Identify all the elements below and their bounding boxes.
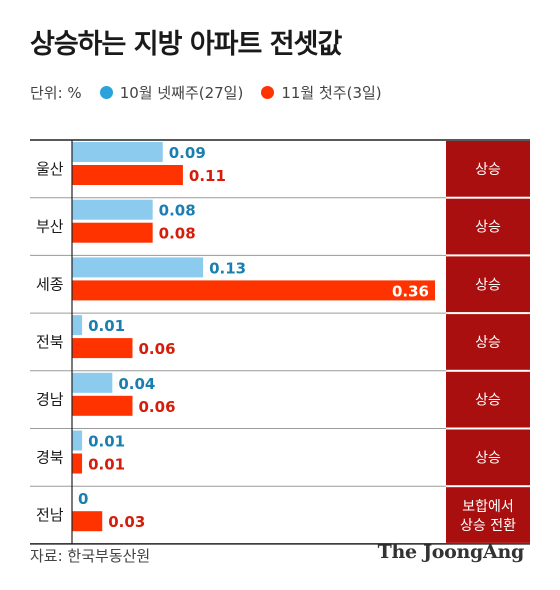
legend: 단위: % 10월 넷째주(27일) 11월 첫주(3일): [30, 82, 400, 103]
chart-title: 상승하는 지방 아파트 전셋값: [30, 29, 342, 60]
value-label-series1: 0.01: [88, 317, 125, 335]
trend-box: [446, 314, 530, 370]
value-label-series1: 0: [78, 490, 88, 508]
legend-label-series2: 11월 첫주(3일): [281, 84, 382, 102]
legend-label-series1: 10월 넷째주(27일): [119, 84, 244, 102]
trend-box: [446, 371, 530, 428]
trend-label: 상승: [475, 335, 501, 351]
bar-series1: [72, 142, 163, 162]
value-label-series2: 0.06: [139, 340, 176, 358]
value-label-series2: 0.06: [139, 398, 176, 416]
unit-label: 단위: %: [30, 84, 82, 102]
category-label: 부산: [36, 218, 64, 236]
category-label: 세종: [36, 275, 64, 293]
category-label: 전북: [36, 333, 64, 351]
trend-label: 상승: [475, 277, 501, 293]
bar-series2: [72, 222, 153, 243]
bar-series1: [72, 430, 83, 451]
source-note: 자료: 한국부동산원: [30, 547, 151, 565]
value-label-series2: 0.03: [108, 513, 145, 531]
trend-box: [446, 487, 530, 543]
value-label-series2: 0.01: [88, 456, 125, 474]
trend-box: [446, 256, 530, 313]
trend-box: [446, 429, 530, 486]
bar-series2: [72, 338, 133, 359]
trend-box: [446, 198, 530, 255]
value-label-series1: 0.13: [209, 259, 246, 277]
legend-entry-series2: 11월 첫주(3일): [261, 82, 382, 103]
value-label-series2: 0.08: [159, 225, 196, 243]
category-label: 경북: [36, 448, 64, 466]
trend-label: 상승: [475, 450, 501, 466]
trend-label: 보합에서: [462, 499, 514, 515]
trend-box: [446, 141, 530, 197]
trend-label: 상승 전환: [460, 518, 516, 534]
bar-series2: [72, 395, 133, 416]
bar-series1: [72, 199, 153, 220]
trend-label: 상승: [475, 220, 501, 236]
bar-series2: [72, 280, 435, 301]
bar-series2: [72, 165, 183, 185]
bar-series2: [72, 453, 83, 474]
value-label-series1: 0.04: [118, 375, 155, 393]
value-label-series1: 0.08: [159, 202, 196, 220]
brand-logo: The JoongAng: [377, 541, 525, 563]
legend-entry-series1: 10월 넷째주(27일): [99, 82, 244, 103]
legend-dot-icon: [99, 86, 113, 99]
bar-series1: [72, 257, 204, 278]
legend-dot-icon: [261, 86, 275, 99]
category-label: 경남: [36, 391, 64, 409]
value-label-series2: 0.11: [189, 167, 226, 185]
bar-series1: [72, 372, 113, 393]
value-label-series2: 0.36: [392, 282, 429, 300]
bar-series2: [72, 511, 103, 532]
bar-series1: [72, 315, 83, 336]
value-label-series1: 0.01: [88, 433, 125, 451]
category-label: 울산: [36, 160, 64, 178]
trend-label: 상승: [475, 393, 501, 409]
category-label: 전남: [36, 506, 64, 524]
value-label-series1: 0.09: [169, 144, 206, 162]
trend-label: 상승: [475, 162, 501, 178]
